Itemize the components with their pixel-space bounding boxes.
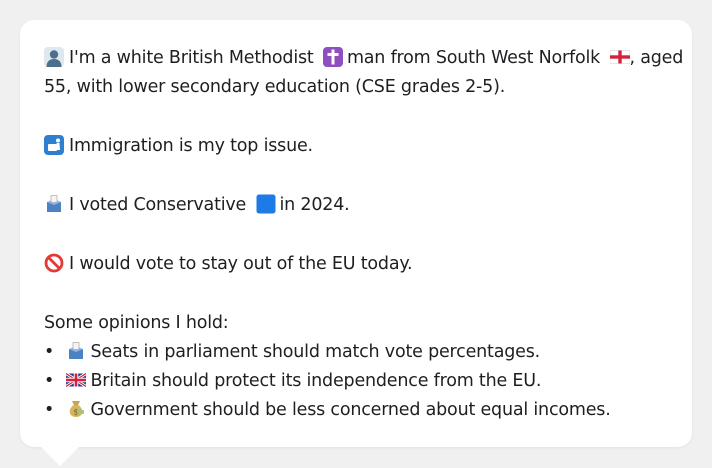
- prohibited-icon: [44, 253, 64, 273]
- person-silhouette-icon: [44, 47, 64, 67]
- profile-line-2: 55, with lower secondary education (CSE …: [44, 77, 506, 97]
- opinions-heading: Some opinions I hold:: [44, 313, 229, 333]
- opinion-text: Government should be less concerned abou…: [90, 400, 611, 420]
- bullet: •: [44, 342, 55, 362]
- persona-message-bubble: I'm a white British Methodist man from S…: [20, 20, 692, 447]
- top-issue-text: Immigration is my top issue.: [69, 136, 313, 156]
- profile-line-1: I'm a white British Methodist man from S…: [44, 44, 683, 73]
- opinions-section: Some opinions I hold: • Seats in parliam…: [44, 309, 674, 425]
- profile-text-region: man from South West Norfolk: [346, 48, 601, 68]
- opinion-item: • $ Government should be less concerned …: [44, 396, 674, 425]
- vote-text-year: in 2024.: [279, 195, 350, 215]
- profile-text-religion: I'm a white British Methodist: [69, 48, 314, 68]
- profile-paragraph: I'm a white British Methodist man from S…: [44, 44, 683, 102]
- eu-text: I would vote to stay out of the EU today…: [69, 254, 413, 274]
- blue-square-icon: [256, 194, 275, 214]
- passport-control-icon: [44, 135, 64, 155]
- ballot-box-icon: [68, 342, 83, 359]
- vote-paragraph: I voted Conservative in 2024.: [44, 191, 674, 220]
- profile-text-age: , aged: [629, 48, 684, 68]
- opinion-item: • Britain should protect its independenc…: [44, 367, 674, 396]
- vote-text-party: I voted Conservative: [69, 195, 247, 215]
- money-bag-icon: $: [69, 401, 84, 417]
- england-flag-icon: [609, 50, 630, 64]
- ballot-box-icon: [47, 195, 61, 212]
- top-issue-paragraph: Immigration is my top issue.: [44, 132, 674, 161]
- opinion-item: • Seats in parliament should match vote …: [44, 338, 674, 367]
- bubble-tail: [40, 446, 80, 466]
- bullet: •: [44, 371, 55, 391]
- opinion-text: Britain should protect its independence …: [90, 371, 542, 391]
- bullet: •: [44, 400, 55, 420]
- opinion-text: Seats in parliament should match vote pe…: [90, 342, 541, 362]
- uk-flag-icon: [65, 372, 86, 388]
- latin-cross-icon: [322, 47, 343, 67]
- eu-paragraph: I would vote to stay out of the EU today…: [44, 250, 674, 279]
- persona-description: I'm a white British Methodist man from S…: [44, 44, 683, 425]
- svg-text:$: $: [73, 408, 78, 417]
